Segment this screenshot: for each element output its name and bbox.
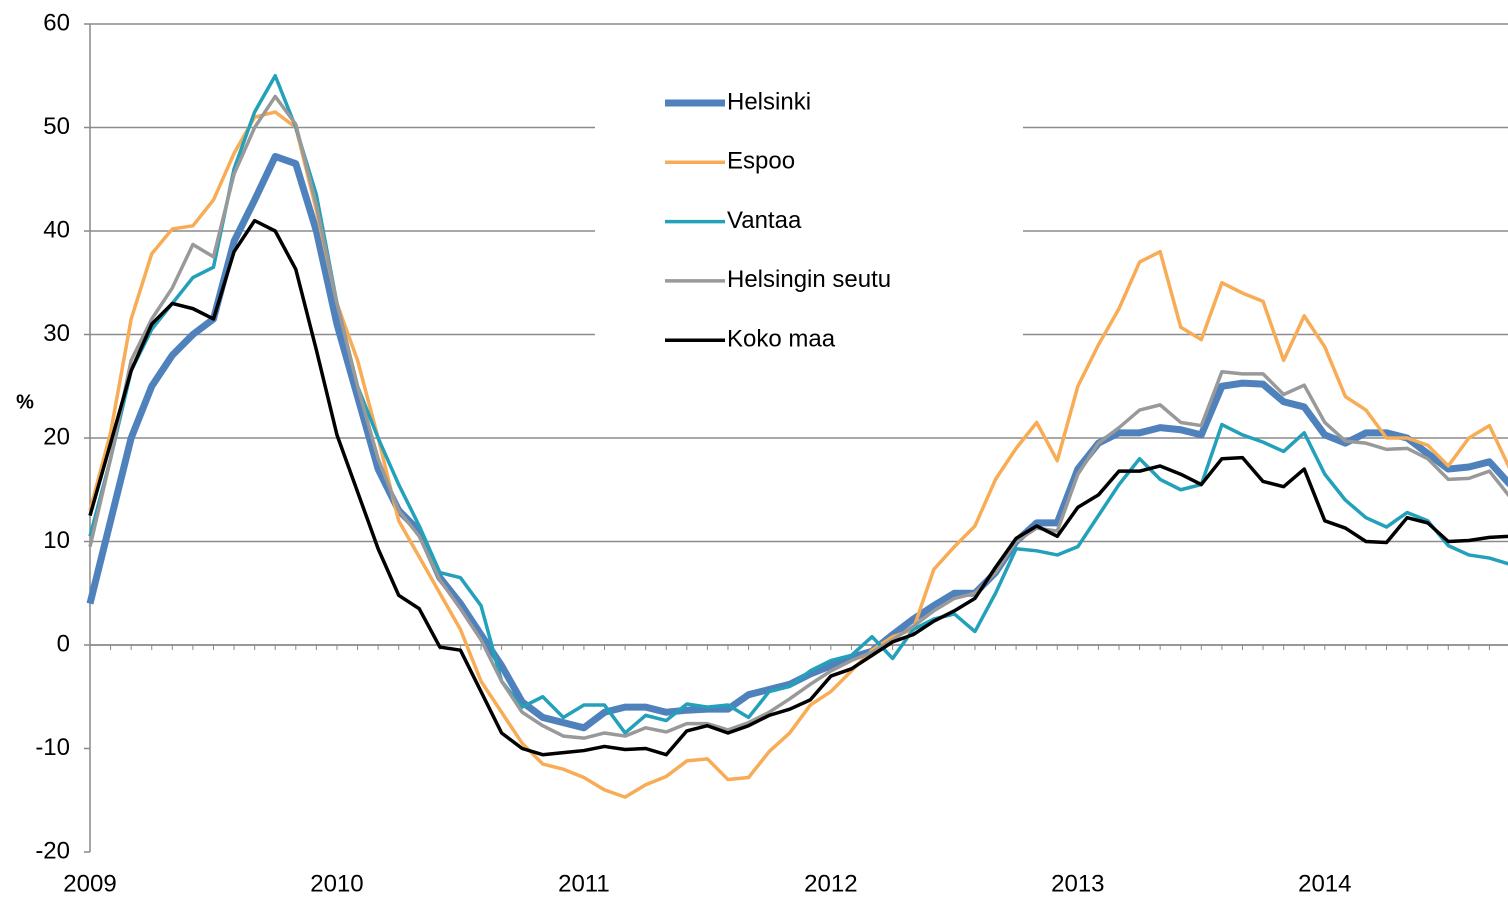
series-line [88, 218, 1508, 757]
y-tick-label: 0 [57, 630, 70, 657]
x-tick-label: 2012 [804, 870, 857, 897]
legend-label: Vantaa [727, 207, 802, 234]
y-tick-label: -20 [35, 837, 70, 864]
x-tick-label: 2013 [1051, 870, 1104, 897]
y-tick-label: 50 [43, 113, 70, 140]
y-axis-label: % [16, 391, 34, 413]
y-tick-label: 40 [43, 216, 70, 243]
y-tick-label: 30 [43, 320, 70, 347]
x-tick-label: 2014 [1298, 870, 1351, 897]
legend-label: Helsinki [727, 88, 811, 115]
y-tick-label: 10 [43, 527, 70, 554]
y-tick-label: 20 [43, 423, 70, 450]
legend-label: Espoo [727, 148, 795, 175]
x-tick-label: 2011 [558, 870, 610, 897]
series-line [88, 94, 1508, 740]
y-tick-label: -10 [35, 734, 70, 761]
x-tick-label: 2009 [63, 870, 116, 897]
x-tick-label: 2010 [310, 870, 363, 897]
legend-label: Helsingin seutu [727, 266, 891, 293]
legend-label: Koko maa [727, 326, 836, 353]
y-tick-label: 60 [43, 9, 70, 36]
